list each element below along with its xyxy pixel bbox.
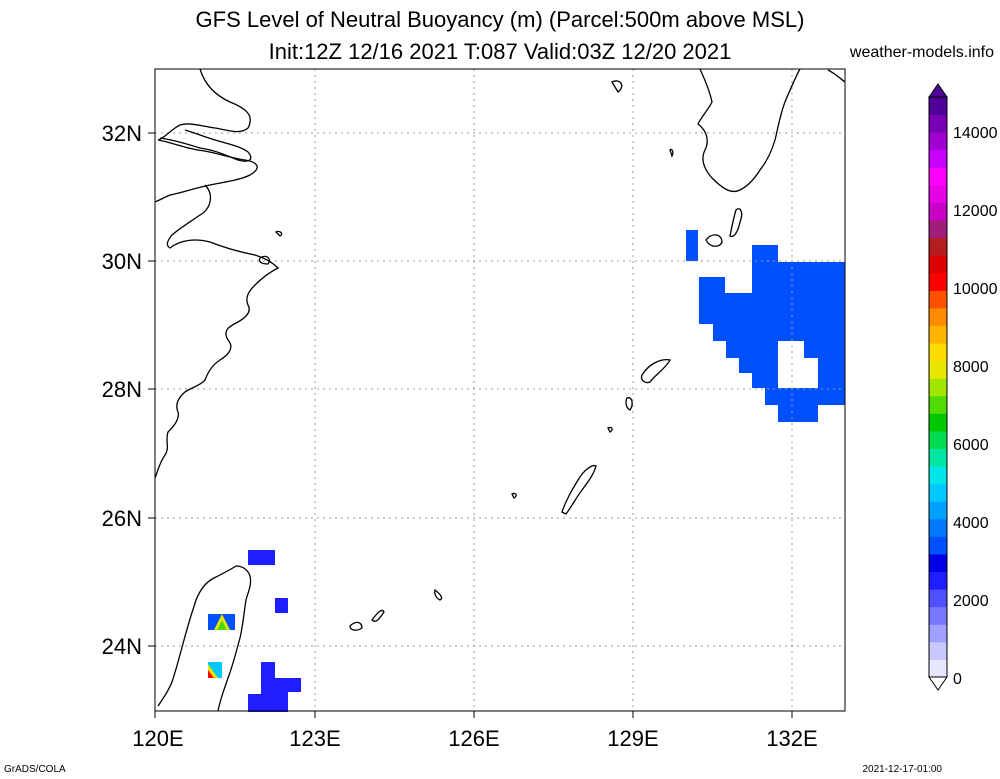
colorbar-label: 4000	[953, 515, 989, 532]
colorbar-cells	[929, 97, 947, 678]
colorbar-cell	[929, 536, 947, 555]
colorbar-cell	[929, 272, 947, 291]
colorbar-cell	[929, 202, 947, 221]
footer-software: GrADS/COLA	[4, 764, 66, 775]
lon-label: 126E	[448, 726, 499, 751]
lon-label: 129E	[607, 726, 658, 751]
field-patch-taiwan-south	[248, 662, 301, 712]
colorbar-label: 0	[953, 671, 962, 688]
colorbar-cell	[929, 114, 947, 133]
buoyancy-field	[208, 230, 845, 712]
colorbar-cell	[929, 184, 947, 203]
lat-lon-grid	[155, 69, 845, 711]
coast-kume	[511, 492, 517, 499]
colorbar-cell	[929, 395, 947, 414]
coast-ishigaki	[371, 609, 385, 622]
colorbar-cell	[929, 659, 947, 678]
colorbar-cell	[929, 237, 947, 256]
coast-island-a	[705, 234, 723, 247]
colorbar-label: 12000	[953, 203, 998, 220]
coastlines	[154, 68, 846, 712]
colorbar-bottom-arrow	[928, 676, 948, 691]
chart-title-line2: Init:12Z 12/16 2021 T:087 Valid:03Z 12/2…	[268, 39, 732, 64]
colorbar-cell	[929, 167, 947, 186]
lon-label: 123E	[289, 726, 340, 751]
colorbar-cell	[929, 466, 947, 485]
colorbar-cell	[929, 624, 947, 643]
lat-label: 30N	[102, 249, 142, 274]
colorbar-cell	[929, 430, 947, 450]
coast-miyako	[434, 588, 443, 601]
colorbar-cell	[929, 290, 947, 309]
coast-okinawa	[561, 464, 597, 515]
colorbar-cell	[929, 501, 947, 520]
lon-label: 132E	[766, 726, 817, 751]
plot-frame	[154, 68, 846, 712]
colorbar-cell	[929, 518, 947, 537]
lat-label: 28N	[102, 377, 142, 402]
colorbar-label: 6000	[953, 437, 989, 454]
colorbar: 14000 12000 10000 8000 6000 4000 2000 0	[928, 83, 998, 691]
field-patch-northeast	[686, 230, 845, 422]
colorbar-cell	[929, 220, 947, 239]
coast-taiwan	[157, 565, 252, 712]
coast-island-b	[729, 208, 743, 238]
colorbar-cell	[929, 606, 947, 625]
colorbar-cell	[929, 448, 947, 467]
colorbar-labels: 14000 12000 10000 8000 6000 4000 2000 0	[953, 125, 998, 688]
coast-tanegashima	[611, 69, 846, 158]
coast-iriomote	[349, 621, 363, 631]
colorbar-cell	[929, 97, 947, 116]
colorbar-frame	[928, 96, 948, 678]
colorbar-cell	[929, 483, 947, 502]
colorbar-cell	[929, 360, 947, 379]
coast-tokunoshima	[625, 397, 633, 411]
coast-china	[154, 68, 280, 479]
colorbar-cell	[929, 149, 947, 168]
lon-labels: 120E 123E 126E 129E 132E	[132, 726, 817, 751]
field-patch-taiwan-north	[248, 550, 275, 565]
field-patch-taiwan-west	[208, 614, 235, 678]
lat-label: 24N	[102, 634, 142, 659]
footer-timestamp: 2021-12-17-01:00	[862, 764, 942, 775]
lat-label: 26N	[102, 506, 142, 531]
coast-yangtze	[159, 129, 252, 162]
lon-label: 120E	[132, 726, 183, 751]
colorbar-label: 14000	[953, 125, 998, 142]
tick-marks	[148, 132, 793, 718]
colorbar-cell	[929, 589, 947, 608]
colorbar-cell	[929, 132, 947, 151]
colorbar-cell	[929, 343, 947, 362]
coast-zhoushan	[258, 230, 283, 265]
field-patch-taiwan-east	[275, 598, 288, 613]
lat-labels: 32N 30N 28N 26N 24N	[102, 121, 142, 659]
colorbar-cell	[929, 553, 947, 573]
coast-kyushu	[697, 68, 801, 193]
colorbar-cell	[929, 378, 947, 397]
lat-label: 32N	[102, 121, 142, 146]
colorbar-cell	[929, 571, 947, 590]
site-credit: weather-models.info	[849, 44, 994, 61]
colorbar-label: 2000	[953, 593, 989, 610]
coast-okinoerabu	[607, 426, 613, 433]
colorbar-cell	[929, 325, 947, 344]
chart-title-line1: GFS Level of Neutral Buoyancy (m) (Parce…	[195, 7, 805, 32]
colorbar-cell	[929, 255, 947, 274]
colorbar-label: 8000	[953, 359, 989, 376]
colorbar-label: 10000	[953, 281, 998, 298]
colorbar-cell	[929, 413, 947, 432]
colorbar-cell	[929, 641, 947, 660]
colorbar-cell	[929, 307, 947, 326]
coast-amami	[640, 359, 671, 384]
colorbar-top-arrow	[928, 83, 948, 98]
